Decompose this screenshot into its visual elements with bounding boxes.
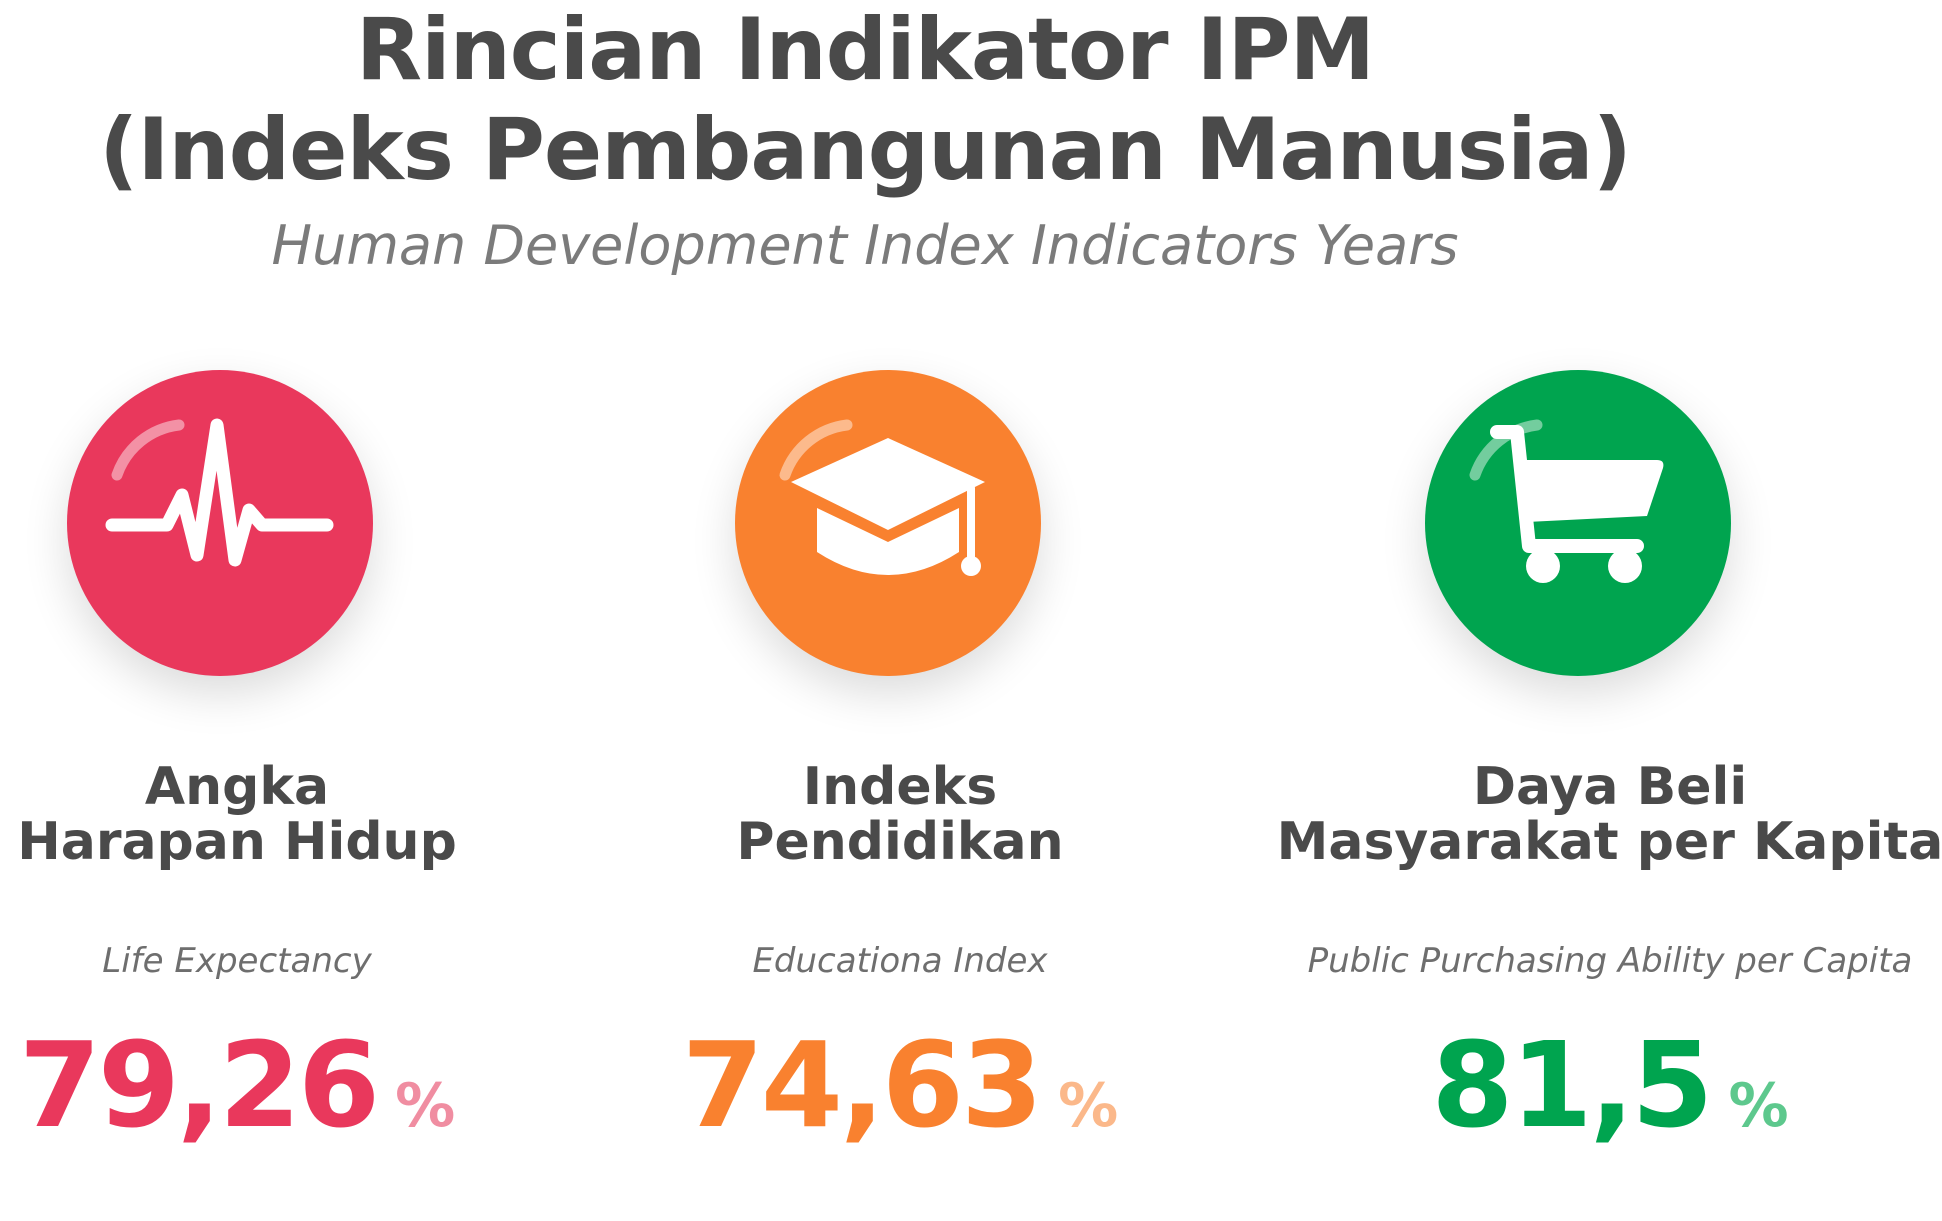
- life-expectancy-badge: [67, 370, 373, 676]
- indicator-value: 79,26%: [18, 1016, 456, 1154]
- education-index-badge: [735, 370, 1041, 676]
- graduation-cap-icon: [779, 419, 985, 576]
- indicator-english-label: Educationa Index: [752, 941, 1048, 981]
- page-subtitle: Human Development Index Indicators Years: [271, 214, 1459, 277]
- indicator-english-label: Public Purchasing Ability per Capita: [1307, 941, 1913, 981]
- indicator-value: 81,5%: [1431, 1016, 1789, 1154]
- page-title-line-1: Rincian Indikator IPM: [355, 0, 1375, 100]
- indicator-title: Indeks Pendidikan: [736, 757, 1064, 872]
- indicator-title: Angka Harapan Hidup: [17, 757, 457, 872]
- shopping-cart-icon: [1469, 419, 1664, 583]
- page-title-line-2: (Indeks Pembangunan Manusia): [99, 100, 1632, 200]
- heartbeat-icon: [105, 418, 334, 567]
- indicator-value: 74,63%: [681, 1016, 1119, 1154]
- indicator-english-label: Life Expectancy: [102, 941, 372, 981]
- indicator-title: Daya Beli Masyarakat per Kapita: [1276, 757, 1942, 872]
- purchasing-ability-badge: [1425, 370, 1731, 676]
